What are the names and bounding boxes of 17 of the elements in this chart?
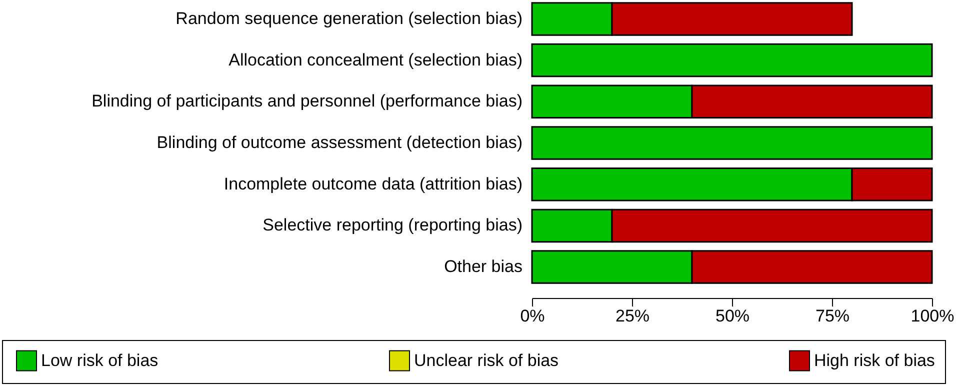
y-tick-label: Incomplete outcome data (attrition bias) xyxy=(224,174,522,194)
legend-label: High risk of bias xyxy=(814,350,935,370)
x-tick-label: 50% xyxy=(715,306,750,326)
y-tick-label: Blinding of participants and personnel (performance bias) xyxy=(92,92,522,111)
x-tick-label: 25% xyxy=(615,306,650,326)
x-tick-label: 75% xyxy=(815,306,850,326)
bar xyxy=(531,43,933,78)
y-tick-label: Allocation concealment (selection bias) xyxy=(228,50,522,70)
y-tick-label: Blinding of outcome assessment (detection bias) xyxy=(156,133,522,152)
x-tick-label: 0% xyxy=(520,306,545,326)
y-tick-label: Random sequence generation (selection bias) xyxy=(176,8,522,28)
y-tick-label: Other bias xyxy=(444,257,522,276)
x-tick-label: 100% xyxy=(910,306,954,326)
y-tick-label: Selective reporting (reporting bias) xyxy=(262,216,522,235)
legend-label: Low risk of bias xyxy=(41,350,158,370)
legend-label: Unclear risk of bias xyxy=(414,350,559,370)
bar xyxy=(531,126,933,160)
